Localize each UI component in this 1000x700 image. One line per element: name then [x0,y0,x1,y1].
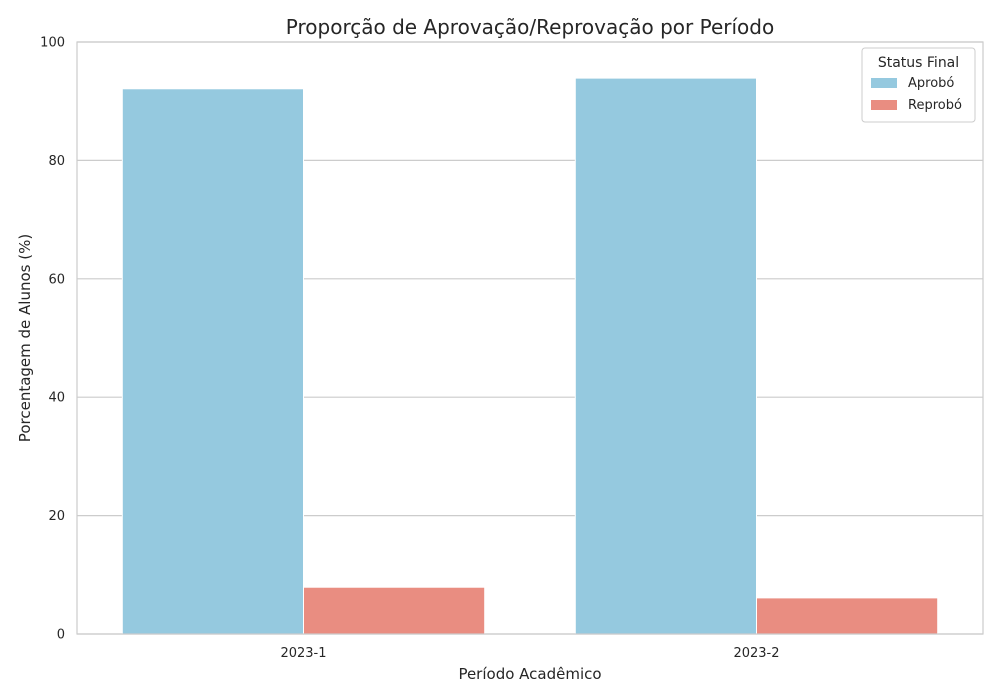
legend-entry: Aprobó [908,76,954,91]
y-tick-label: 80 [48,154,65,169]
bars [121,77,939,635]
legend-entry: Reprobó [908,98,962,113]
y-axis-label: Porcentagem de Alunos (%) [16,234,34,442]
legend: Status Final Aprobó Reprobó [861,47,976,123]
x-tick-label: 2023-2 [733,646,779,661]
bar-2023-1-1 [303,586,486,635]
y-tick-label: 0 [57,628,65,643]
y-tick-label: 40 [48,391,65,406]
bar-2023-2-1 [756,597,939,635]
legend-title: Status Final [878,55,959,71]
x-tick-label: 2023-1 [280,646,326,661]
y-tick-label: 20 [48,509,65,524]
x-axis-label: Período Acadêmico [458,665,601,683]
bar-2023-2-0 [574,77,757,635]
legend-swatch [871,78,897,88]
chart-title: Proporção de Aprovação/Reprovação por Pe… [286,15,774,39]
y-tick-label: 60 [48,272,65,287]
legend-swatch [871,100,897,110]
y-tick-label: 100 [40,36,65,51]
plot-area-frame [76,41,984,635]
bar-2023-1-0 [121,88,304,635]
y-axis-ticks: 0 20 40 60 80 100 [40,36,65,643]
x-axis-ticks: 2023-1 2023-2 [280,646,779,661]
